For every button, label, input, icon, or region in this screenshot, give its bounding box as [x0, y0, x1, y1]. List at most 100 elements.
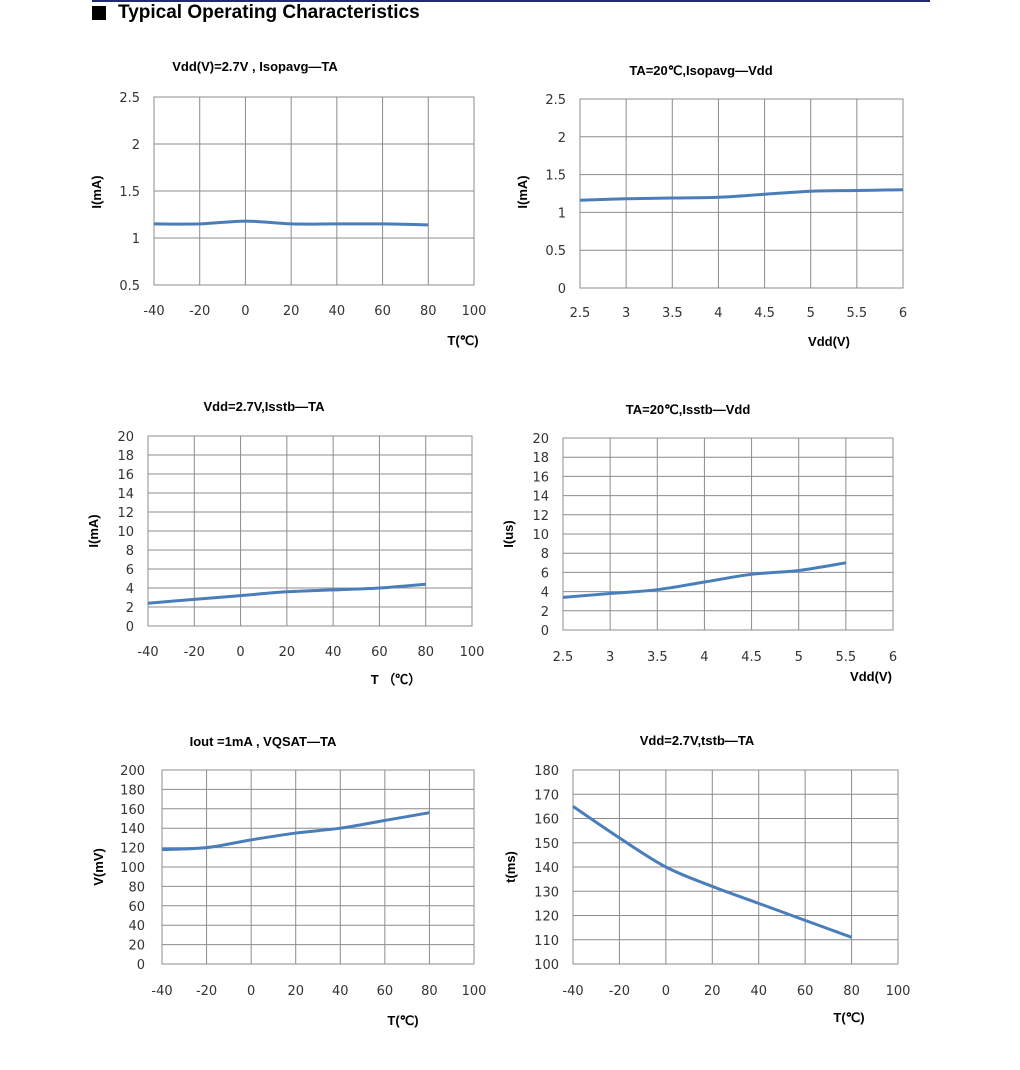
y-tick-label: 18 [117, 449, 134, 464]
bullet-square-icon [92, 6, 106, 20]
y-tick-label: 6 [126, 563, 134, 578]
x-tick-label: 4.5 [741, 650, 762, 665]
x-axis-label: T(℃) [833, 1010, 864, 1025]
x-tick-label: 4 [714, 306, 722, 321]
y-tick-label: 180 [120, 783, 145, 798]
x-tick-label: 20 [283, 304, 300, 319]
y-tick-label: 80 [128, 880, 145, 895]
y-tick-label: 1 [558, 206, 566, 221]
y-tick-label: 20 [128, 939, 145, 954]
y-tick-label: 10 [532, 528, 549, 543]
x-tick-label: -20 [196, 984, 217, 999]
x-tick-label: 3 [606, 650, 614, 665]
x-tick-label: 40 [325, 645, 342, 660]
chart-title: TA=20℃,Isopavg—Vdd [629, 63, 772, 78]
y-axis-label: t(ms) [503, 851, 518, 883]
y-axis-label: I(mA) [89, 175, 104, 208]
section-heading-text: Typical Operating Characteristics [118, 2, 420, 23]
section-heading: Typical Operating Characteristics [92, 2, 420, 24]
y-tick-label: 6 [541, 566, 549, 581]
y-tick-label: 2 [126, 601, 134, 616]
x-tick-label: 4 [700, 650, 708, 665]
y-tick-label: 20 [532, 432, 549, 447]
x-tick-label: 20 [704, 984, 721, 999]
y-tick-label: 20 [117, 430, 134, 445]
x-tick-label: 60 [377, 984, 394, 999]
x-tick-label: 20 [287, 984, 304, 999]
y-tick-label: 4 [541, 586, 549, 601]
x-tick-label: 60 [797, 984, 814, 999]
x-axis-label: Vdd(V) [850, 669, 892, 684]
y-tick-label: 120 [534, 910, 559, 925]
x-tick-label: 100 [886, 984, 911, 999]
y-tick-label: 2.5 [545, 93, 566, 108]
y-tick-label: 0 [137, 958, 145, 973]
y-axis-label: I(mA) [86, 514, 101, 547]
x-tick-label: 40 [329, 304, 346, 319]
x-tick-label: 3 [622, 306, 630, 321]
y-tick-label: 8 [541, 547, 549, 562]
x-tick-label: -40 [137, 645, 158, 660]
x-tick-label: 100 [460, 645, 485, 660]
x-tick-label: 0 [662, 984, 670, 999]
x-tick-label: 0 [247, 984, 255, 999]
x-tick-label: 0 [241, 304, 249, 319]
y-tick-label: 16 [532, 470, 549, 485]
x-tick-label: 6 [899, 306, 907, 321]
x-tick-label: 3.5 [647, 650, 668, 665]
y-tick-label: 160 [534, 813, 559, 828]
x-tick-label: -20 [609, 984, 630, 999]
y-tick-label: 180 [534, 764, 559, 779]
x-tick-label: 20 [279, 645, 296, 660]
chart-2: 2.5 3 3.5 4 4.5 5 5.5 6 0 0.5 1 1.5 2 2.5 TA=20℃,Isopa… [515, 63, 907, 349]
x-tick-label: 100 [462, 304, 487, 319]
x-tick-label: 5.5 [847, 306, 868, 321]
y-tick-label: 12 [117, 506, 134, 521]
x-tick-label: -40 [562, 984, 583, 999]
y-tick-label: 4 [126, 582, 134, 597]
y-tick-label: 14 [117, 487, 134, 502]
x-tick-label: 40 [750, 984, 767, 999]
chart-title: Iout =1mA , VQSAT—TA [190, 734, 337, 749]
y-tick-label: 0 [126, 620, 134, 635]
chart-title: Vdd(V)=2.7V , Isopavg—TA [172, 59, 338, 74]
y-tick-label: 100 [120, 861, 145, 876]
y-tick-label: 10 [117, 525, 134, 540]
y-axis-label: I(us) [501, 520, 516, 547]
chart-1: -40 -20 0 20 40 60 80 100 0.5 1 1.5 2 2.5 Vdd(V)=2.7V… [89, 59, 486, 348]
y-tick-label: 1 [132, 232, 140, 247]
y-tick-label: 12 [532, 509, 549, 524]
y-tick-label: 110 [534, 934, 559, 949]
x-tick-label: 60 [374, 304, 391, 319]
x-tick-label: 5 [795, 650, 803, 665]
y-tick-label: 16 [117, 468, 134, 483]
x-tick-label: 80 [420, 304, 437, 319]
x-axis-label: T(℃) [387, 1013, 418, 1028]
series-line [579, 188, 904, 202]
x-tick-label: 3.5 [662, 306, 683, 321]
x-tick-label: -40 [143, 304, 164, 319]
x-tick-label: 2.5 [553, 650, 574, 665]
chart-title: Vdd=2.7V,tstb—TA [640, 733, 755, 748]
y-tick-label: 0 [558, 282, 566, 297]
y-tick-label: 150 [534, 837, 559, 852]
x-tick-label: 2.5 [570, 306, 591, 321]
y-tick-label: 0.5 [545, 244, 566, 259]
x-tick-label: 80 [843, 984, 860, 999]
y-tick-label: 2.5 [119, 91, 140, 106]
x-axis-label: T(℃) [447, 333, 478, 348]
x-tick-label: 60 [371, 645, 388, 660]
y-axis-label: I(mA) [515, 175, 530, 208]
chart-5: -40 -20 0 20 40 60 80 100 0 20 40 60 80 100 120 140 160 1… [91, 734, 486, 1028]
x-tick-label: 4.5 [754, 306, 775, 321]
y-tick-label: 14 [532, 490, 549, 505]
y-tick-label: 0.5 [119, 279, 140, 294]
chart-6: -40 -20 0 20 40 60 80 100 100 110 120 130 140 150 160 1… [503, 733, 910, 1025]
x-tick-label: 5.5 [836, 650, 857, 665]
x-tick-label: -20 [189, 304, 210, 319]
y-tick-label: 160 [120, 803, 145, 818]
y-tick-label: 140 [534, 861, 559, 876]
x-tick-label: 100 [462, 984, 487, 999]
x-axis-label: T （℃） [371, 672, 422, 687]
